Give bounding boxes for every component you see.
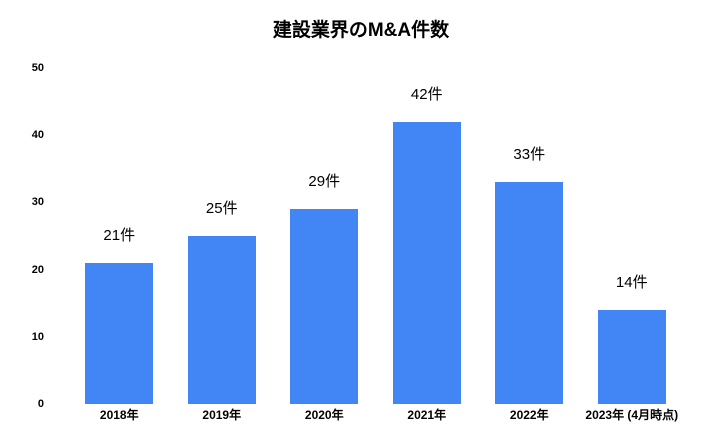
x-category-label: 2020年 [304, 408, 344, 422]
bar-value-label: 14件 [615, 274, 648, 291]
bar [290, 209, 359, 404]
bar-value-label: 21件 [103, 227, 136, 244]
y-tick-label: 50 [31, 62, 44, 74]
bar-value-label: 33件 [513, 146, 546, 163]
bar [495, 182, 564, 404]
chart-title: 建設業界のM&A件数 [272, 20, 450, 41]
bar [392, 122, 461, 404]
bar-value-label: 42件 [410, 86, 443, 103]
bar [597, 310, 666, 404]
x-category-label: 2022年 [509, 408, 549, 422]
bar [187, 236, 256, 404]
x-category-label: 2023年 (4月時点) [585, 408, 679, 422]
y-tick-label: 0 [37, 398, 44, 410]
x-category-label: 2018年 [99, 408, 139, 422]
bar-value-label: 25件 [205, 200, 238, 217]
y-tick-label: 20 [31, 263, 44, 276]
bar-value-label: 29件 [308, 173, 341, 190]
y-tick-label: 40 [31, 129, 44, 142]
y-tick-label: 30 [31, 196, 44, 209]
y-tick-label: 10 [31, 330, 44, 343]
x-category-label: 2021年 [407, 408, 447, 422]
bar [85, 263, 154, 404]
x-category-label: 2019年 [202, 408, 242, 422]
